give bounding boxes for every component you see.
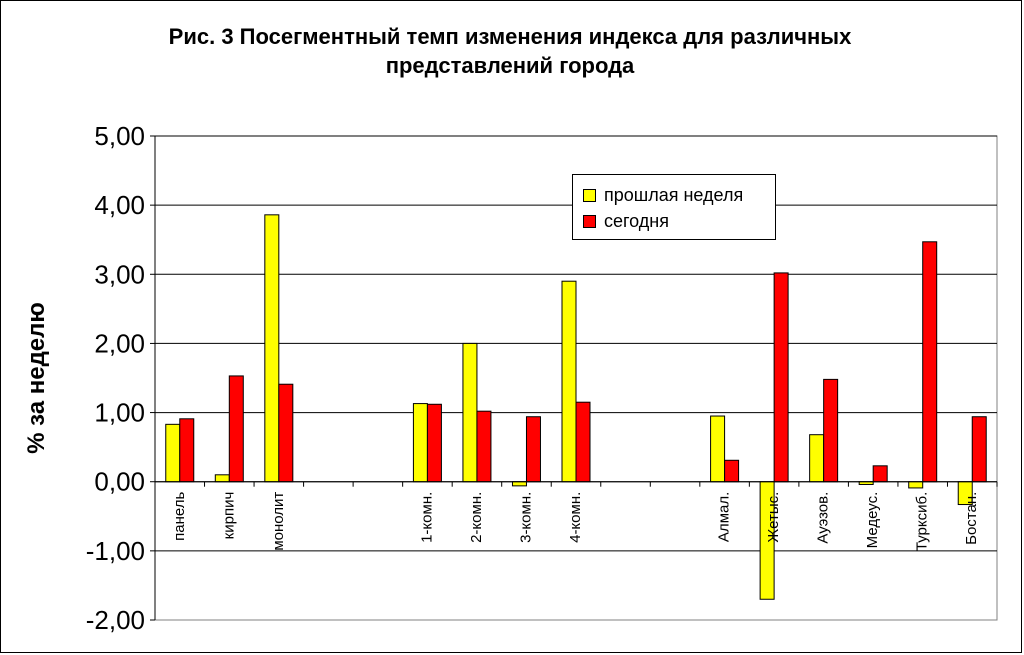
x-tick-label: Турксиб. [914,492,931,551]
y-tick-label: 1,00 [94,398,145,428]
bar [575,401,591,483]
bar [809,434,825,483]
bar [525,416,541,483]
y-tick-label: -1,00 [86,536,145,566]
x-tick-label: Алмал. [716,492,733,542]
bars [165,214,987,600]
x-tick-label: Медеус. [864,492,881,549]
bar [462,342,478,483]
legend-swatch-red [583,214,596,228]
x-tick-label: Ауэзов. [815,492,832,544]
x-tick-label: 2-комн. [468,492,485,543]
y-axis-label: % за неделю [23,302,50,454]
bar [426,403,442,483]
bar [214,474,230,483]
bar [476,410,492,483]
y-tick-label: 4,00 [94,190,145,220]
chart-title-line-1: Рис. 3 Посегментный темп изменения индек… [168,24,852,49]
x-tick-label: панель [171,492,188,541]
bar [710,415,726,483]
x-tick-label: 3-комн. [517,492,534,543]
bar [908,481,924,489]
chart-title-line-2: представлений города [385,53,635,78]
chart-title: Рис. 3 Посегментный темп изменения индек… [60,22,960,80]
bar [511,481,527,487]
legend: прошлая неделя сегодня [572,174,776,240]
bar [971,416,987,483]
x-tick-labels: панель кирпич монолит 1-комн. 2-комн. 3-комн.… [171,492,980,552]
bar [872,465,888,483]
legend-label-today: сегодня [604,210,669,231]
legend-label-last-week: прошлая неделя [604,184,744,205]
legend-item-last-week: прошлая неделя [583,185,743,205]
x-tick-label: Жетыс. [765,492,782,543]
x-tick-label: кирпич [220,492,237,540]
bar [264,214,280,483]
y-tick-label: 5,00 [94,121,145,151]
y-tick-label: 0,00 [94,467,145,497]
bar [412,403,428,483]
bar [179,418,195,483]
y-tick-label: -2,00 [86,605,145,635]
x-tick-label: монолит [270,492,287,551]
y-tick-label: 2,00 [94,328,145,358]
bar [922,241,938,483]
x-tick-label: 4-комн. [567,492,584,543]
bar [724,459,740,483]
bar [165,423,181,483]
bar [773,272,789,483]
bar [228,375,244,483]
bar [561,280,577,483]
legend-item-today: сегодня [583,211,669,231]
x-tick-label: 1-комн. [418,492,435,543]
bar [823,378,839,483]
y-tick-label: 3,00 [94,259,145,289]
legend-swatch-yellow [583,188,596,202]
y-tick-labels: 5,00 4,00 3,00 2,00 1,00 0,00 -1,00 -2,00 [86,121,145,635]
x-tick-label: Бостан. [963,492,980,545]
axes [150,135,998,621]
bar [278,383,294,483]
